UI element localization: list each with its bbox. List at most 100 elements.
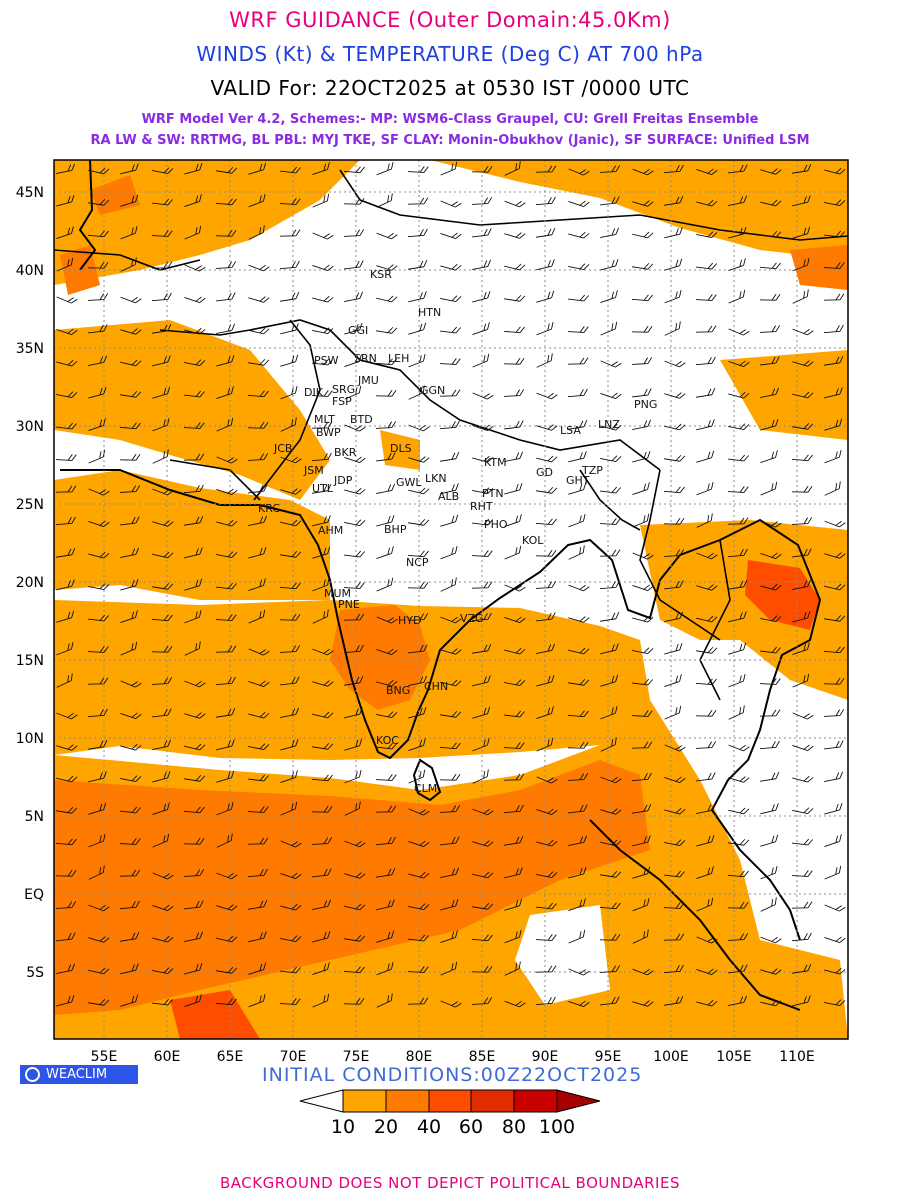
wind-barb bbox=[152, 198, 173, 206]
wind-barb bbox=[183, 869, 205, 877]
wind-barb bbox=[759, 262, 781, 270]
wind-barb bbox=[247, 390, 269, 398]
wind-barb bbox=[247, 868, 268, 878]
wind-barb bbox=[536, 902, 557, 910]
wind-barb bbox=[440, 711, 462, 718]
wind-barb bbox=[664, 258, 683, 271]
wind-barb bbox=[312, 930, 331, 943]
wind-barb bbox=[279, 998, 301, 1005]
wind-barb bbox=[567, 773, 589, 781]
station-label: FSP bbox=[332, 395, 352, 408]
station-label: HYD bbox=[398, 614, 421, 627]
wind-barb bbox=[312, 899, 332, 910]
wind-barb bbox=[663, 902, 685, 909]
wind-barb bbox=[823, 709, 845, 717]
wind-barb bbox=[152, 833, 170, 848]
wind-barb bbox=[631, 357, 653, 365]
wind-barb bbox=[600, 423, 622, 431]
wind-barb bbox=[760, 897, 777, 912]
wind-barb bbox=[472, 228, 492, 238]
wind-barb bbox=[728, 360, 750, 368]
wind-barb bbox=[696, 513, 713, 528]
wind-barb bbox=[215, 676, 236, 686]
wind-barb bbox=[536, 392, 558, 400]
wind-barb bbox=[471, 165, 493, 173]
wind-barb bbox=[632, 388, 652, 398]
wind-barb bbox=[760, 968, 782, 975]
wind-barb bbox=[280, 770, 298, 784]
wind-barb bbox=[280, 676, 300, 686]
valid-time: VALID For: 22OCT2025 at 0530 IST /0000 U… bbox=[210, 76, 690, 100]
wind-barb bbox=[376, 327, 398, 334]
wind-barb bbox=[376, 868, 396, 878]
wind-barb bbox=[119, 485, 141, 493]
wind-barb bbox=[760, 481, 778, 496]
station-label: MUM bbox=[324, 587, 351, 600]
wind-barb bbox=[791, 517, 813, 525]
wind-barb bbox=[184, 712, 206, 719]
wind-barb bbox=[216, 323, 236, 334]
wind-barb bbox=[312, 484, 332, 494]
wind-barb bbox=[248, 225, 265, 240]
wind-barb bbox=[248, 993, 266, 1008]
wind-barb bbox=[312, 295, 334, 303]
wind-barb bbox=[728, 328, 750, 336]
wind-barb bbox=[408, 644, 428, 654]
wind-barb bbox=[344, 903, 366, 911]
station-label: PNE bbox=[338, 598, 360, 611]
wind-barb bbox=[216, 739, 235, 751]
wind-barb bbox=[727, 870, 749, 878]
wind-barb bbox=[88, 355, 108, 366]
wind-barb bbox=[119, 453, 141, 461]
wind-barb bbox=[56, 712, 78, 720]
wind-barb bbox=[407, 228, 428, 238]
wind-barb bbox=[536, 871, 558, 878]
wind-barb bbox=[632, 168, 654, 176]
wind-barb bbox=[248, 296, 270, 303]
wind-barb bbox=[56, 391, 78, 398]
wind-barb bbox=[504, 961, 521, 976]
wind-barb bbox=[824, 520, 846, 528]
wind-barb bbox=[664, 196, 684, 206]
wind-barb bbox=[536, 643, 556, 654]
station-label: VZG bbox=[460, 612, 484, 625]
wind-barb bbox=[696, 199, 718, 207]
lon-label: 65E bbox=[217, 1049, 244, 1065]
wind-barb bbox=[312, 232, 334, 240]
wind-barb bbox=[664, 674, 682, 688]
wind-barb bbox=[184, 194, 202, 208]
wind-barb bbox=[88, 551, 110, 559]
wind-barb bbox=[280, 417, 297, 432]
wind-barb bbox=[535, 549, 557, 557]
wind-barb bbox=[408, 322, 427, 335]
wind-barb bbox=[56, 775, 78, 783]
wind-barb bbox=[376, 232, 398, 240]
wind-barb bbox=[440, 577, 457, 592]
wind-barb bbox=[184, 900, 204, 910]
wind-barb bbox=[376, 961, 394, 976]
wind-barb bbox=[280, 456, 302, 464]
wind-barb bbox=[504, 232, 526, 239]
wind-barb bbox=[664, 392, 686, 399]
wind-barb bbox=[87, 293, 109, 301]
wind-barb bbox=[440, 263, 462, 271]
wind-barb bbox=[408, 871, 430, 879]
wind-barb bbox=[376, 514, 395, 527]
wind-barb bbox=[632, 897, 650, 912]
wind-barb bbox=[600, 227, 620, 238]
wind-barb bbox=[280, 872, 302, 880]
wind-barb bbox=[823, 262, 845, 269]
wind-barb bbox=[184, 962, 203, 975]
wind-barb bbox=[151, 614, 173, 622]
wind-barb bbox=[824, 771, 844, 782]
wind-barb bbox=[471, 997, 493, 1005]
wind-barb bbox=[343, 582, 365, 589]
wind-barb bbox=[312, 327, 334, 334]
wind-barb bbox=[535, 165, 557, 173]
wind-barb bbox=[216, 904, 238, 911]
wind-barb bbox=[119, 838, 141, 845]
wind-barb bbox=[568, 420, 588, 430]
wind-barb bbox=[280, 903, 302, 911]
temperature-legend: 10 20 40 60 80 100 bbox=[299, 1089, 601, 1138]
wind-barb bbox=[664, 870, 685, 878]
